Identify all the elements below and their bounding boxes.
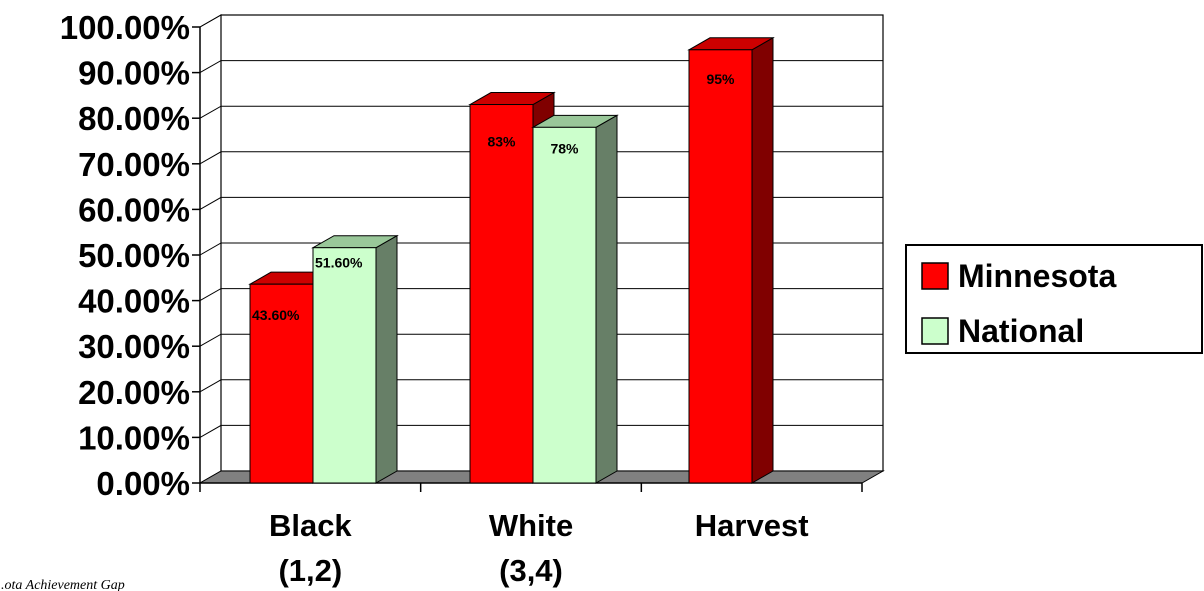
legend-swatch-minnesota xyxy=(921,262,949,290)
x-axis-category-labels: Black (1,2) White (3,4) Harvest xyxy=(269,508,809,588)
gridline-6 xyxy=(199,196,883,210)
gridline-9 xyxy=(199,60,883,74)
bar-front xyxy=(532,126,597,484)
category-label: Black (1,2) xyxy=(269,508,352,588)
y-tick-label: 90.00% xyxy=(78,55,190,92)
gridline-5 xyxy=(199,242,883,256)
bar-side xyxy=(595,114,618,484)
data-label-minnesota: 83% xyxy=(487,134,516,150)
data-labels: 43.60% 51.60% 83% 78% 95% xyxy=(252,71,735,323)
data-label-minnesota: 95% xyxy=(706,71,735,87)
bar-side xyxy=(375,234,398,484)
y-tick-label: 60.00% xyxy=(78,191,190,228)
y-tick-label: 10.00% xyxy=(78,419,190,456)
y-tick-label: 40.00% xyxy=(78,283,190,320)
legend-label-national: National xyxy=(958,313,1084,349)
bar-national-1 xyxy=(531,114,619,484)
bar-front xyxy=(312,247,377,484)
category-label: White (3,4) xyxy=(489,508,573,588)
data-label-minnesota: 43.60% xyxy=(252,307,300,323)
legend-box xyxy=(905,244,1203,354)
legend-label-minnesota: Minnesota xyxy=(958,258,1116,294)
bar-front xyxy=(688,49,753,484)
bar-side xyxy=(751,36,774,484)
y-tick-label: 100.00% xyxy=(60,9,190,46)
y-tick-label: 20.00% xyxy=(78,374,190,411)
gridline-8 xyxy=(199,105,883,119)
y-axis-tick-labels: 0.00% 10.00% 20.00% 30.00% 40.00% 50.00% 60.00… xyxy=(60,9,190,502)
bar-national-0 xyxy=(311,234,399,484)
gridline-1 xyxy=(199,424,883,438)
footer-caption: ...ota Achievement Gap xyxy=(0,578,125,591)
gridline-3 xyxy=(199,333,883,347)
bars xyxy=(248,36,775,484)
y-tick-label: 30.00% xyxy=(78,328,190,365)
gridlines xyxy=(199,14,883,438)
y-tick-label: 70.00% xyxy=(78,146,190,183)
y-tick-label: 0.00% xyxy=(96,465,190,502)
bar-front xyxy=(469,104,534,484)
y-tick-label: 80.00% xyxy=(78,100,190,137)
y-tick-label: 50.00% xyxy=(78,237,190,274)
gridline-7 xyxy=(199,151,883,165)
bar-front xyxy=(249,283,314,484)
data-label-national: 51.60% xyxy=(315,255,363,271)
gridline-2 xyxy=(199,379,883,393)
gridline-4 xyxy=(199,288,883,302)
gridline-10 xyxy=(199,14,883,28)
bar-minnesota-2 xyxy=(687,36,775,484)
data-label-national: 78% xyxy=(550,140,579,156)
legend-swatch-national xyxy=(921,317,949,345)
category-label: Harvest xyxy=(695,508,809,543)
legend: Minnesota National xyxy=(905,244,1203,354)
